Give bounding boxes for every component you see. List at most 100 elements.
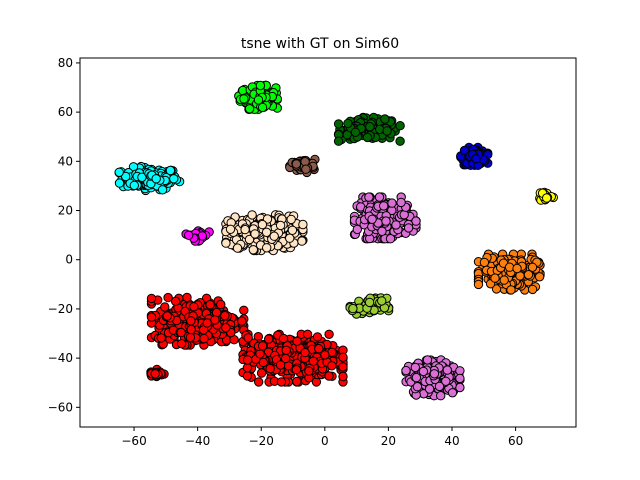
data-point: [455, 373, 465, 384]
data-point: [114, 178, 125, 188]
y-tick-label: 20: [58, 204, 73, 218]
data-point: [385, 234, 396, 244]
data-point: [186, 324, 196, 335]
x-tick-label: 0: [321, 434, 329, 448]
data-point: [364, 192, 374, 202]
cluster-6: [221, 210, 308, 256]
y-tick-label: −20: [48, 302, 73, 316]
data-point: [391, 220, 401, 230]
data-point: [129, 180, 140, 191]
data-point: [146, 293, 157, 304]
data-point: [160, 302, 170, 312]
data-point: [250, 229, 260, 239]
data-point: [286, 214, 296, 225]
data-point: [292, 376, 302, 387]
data-point: [253, 95, 264, 105]
data-point: [163, 292, 173, 303]
data-point: [396, 197, 406, 208]
data-point: [367, 214, 377, 225]
data-point: [455, 382, 465, 393]
data-point: [264, 334, 274, 344]
data-point: [377, 226, 387, 237]
data-point: [473, 279, 484, 290]
data-point: [324, 371, 334, 381]
data-point: [410, 362, 420, 373]
data-point: [146, 312, 157, 322]
data-point: [225, 224, 236, 235]
x-tick-label: 20: [381, 434, 396, 448]
data-points: [114, 80, 558, 401]
data-point: [343, 118, 353, 129]
data-point: [411, 372, 422, 383]
data-point: [534, 272, 545, 282]
x-tick-label: 60: [508, 434, 523, 448]
data-point: [412, 382, 423, 392]
data-point: [265, 364, 275, 374]
data-point: [377, 296, 387, 306]
y-tick-label: 40: [58, 154, 73, 168]
data-point: [479, 257, 490, 268]
data-point: [220, 311, 230, 321]
data-point: [436, 391, 446, 401]
data-point: [186, 316, 196, 326]
data-point: [333, 136, 344, 146]
data-point: [380, 114, 390, 124]
data-point: [257, 341, 268, 351]
data-point: [422, 355, 433, 365]
data-point: [365, 122, 375, 132]
data-point: [291, 365, 302, 375]
data-point: [257, 102, 268, 113]
data-point: [499, 275, 509, 285]
cluster-4: [285, 154, 320, 178]
data-point: [257, 219, 268, 230]
data-point: [261, 227, 272, 238]
data-point: [504, 262, 515, 272]
data-point: [281, 345, 291, 355]
data-point: [239, 94, 249, 104]
data-point: [381, 216, 391, 226]
data-point: [278, 333, 289, 344]
data-point: [338, 352, 348, 362]
cluster-2: [333, 112, 405, 146]
data-point: [151, 174, 161, 184]
data-point: [459, 145, 470, 156]
data-point: [205, 300, 215, 310]
data-point: [248, 245, 259, 255]
data-point: [403, 223, 414, 233]
y-tick-label: 80: [58, 56, 73, 70]
data-point: [395, 121, 405, 131]
data-point: [300, 347, 310, 358]
data-point: [327, 361, 337, 371]
data-point: [291, 159, 302, 169]
data-point: [527, 262, 538, 272]
data-point: [244, 104, 255, 114]
data-point: [512, 263, 522, 274]
data-point: [162, 311, 173, 321]
data-point: [418, 366, 429, 377]
data-point: [244, 234, 255, 245]
data-point: [182, 292, 192, 303]
y-tick-label: −40: [48, 351, 73, 365]
data-point: [362, 132, 373, 143]
data-point: [379, 201, 389, 211]
data-point: [429, 369, 440, 379]
y-tick-label: −60: [48, 400, 73, 414]
x-tick-label: 40: [444, 434, 459, 448]
cluster-3: [456, 142, 493, 171]
data-point: [269, 231, 279, 241]
data-point: [542, 193, 552, 203]
data-point: [199, 333, 209, 344]
x-tick-label: −60: [121, 434, 146, 448]
data-point: [150, 369, 160, 379]
data-point: [320, 350, 330, 360]
data-point: [216, 299, 226, 310]
cluster-5: [535, 187, 558, 205]
data-point: [338, 362, 348, 372]
data-point: [287, 225, 298, 236]
data-point: [157, 185, 168, 195]
cluster-0: [114, 161, 185, 196]
chart-title: tsne with GT on Sim60: [241, 36, 399, 52]
cluster-8: [349, 192, 421, 244]
data-point: [387, 198, 397, 208]
data-point: [434, 381, 445, 392]
